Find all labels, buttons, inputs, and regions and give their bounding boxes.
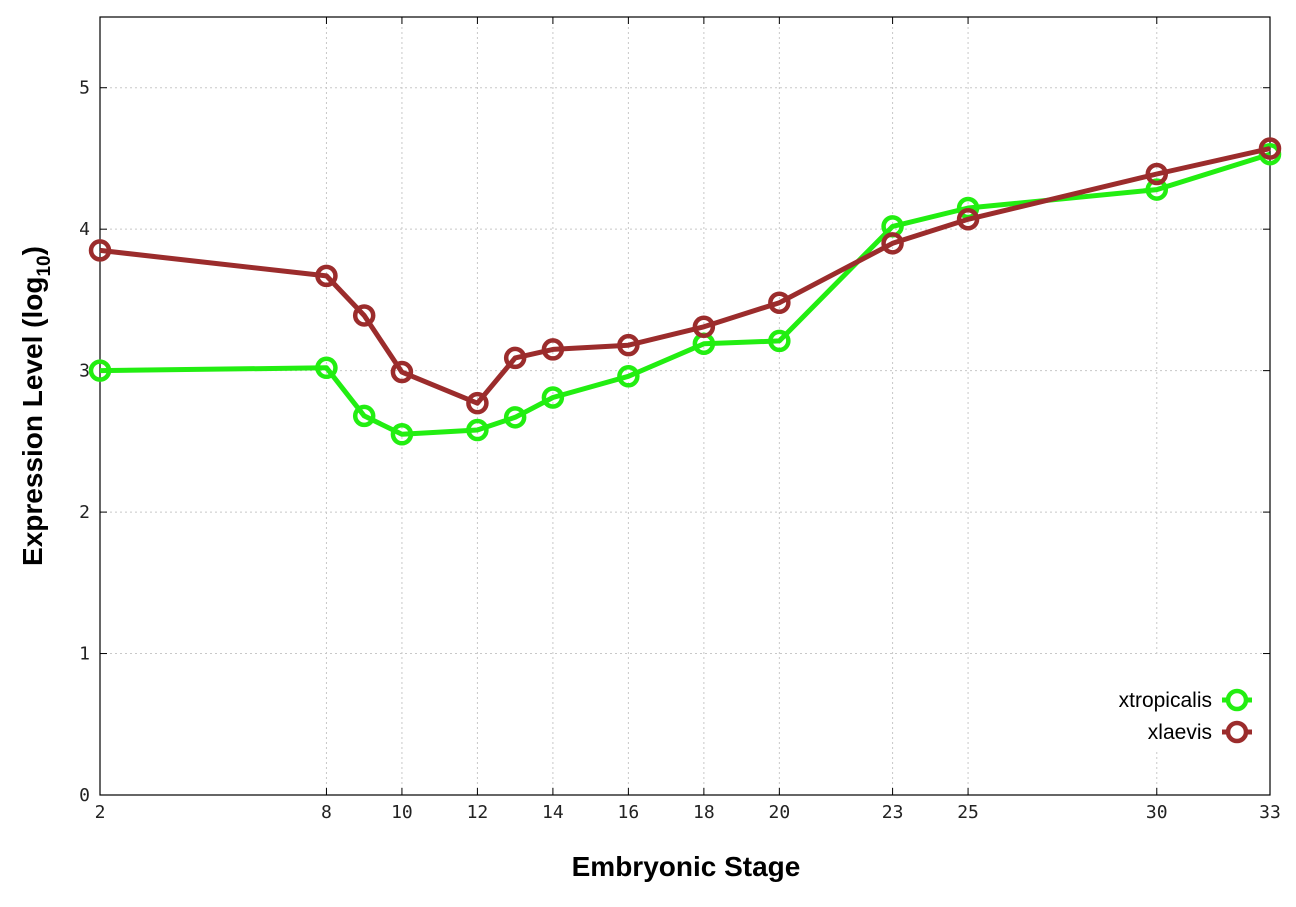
y-axis-title-subscript: 10 [34, 255, 55, 276]
series-xtropicalis [88, 142, 1282, 446]
x-axis-title: Embryonic Stage [572, 851, 801, 882]
y-tick-label: 0 [79, 785, 90, 806]
y-tick-label: 4 [79, 219, 90, 240]
legend-item-xlaevis: xlaevis [1148, 720, 1252, 744]
data-point-xtropicalis [315, 356, 338, 380]
data-point-xtropicalis [541, 386, 565, 409]
data-point-xlaevis [768, 291, 791, 314]
y-tick-label: 3 [79, 361, 90, 382]
data-point-xtropicalis [352, 404, 376, 428]
data-point-xlaevis [503, 346, 527, 370]
data-point-xtropicalis [390, 423, 414, 446]
x-tick-label: 8 [321, 802, 332, 823]
x-tick-label: 18 [693, 802, 715, 823]
data-point-xlaevis [390, 360, 414, 384]
series-layer [88, 137, 1282, 446]
series-xlaevis [88, 137, 1282, 415]
data-point-xtropicalis [503, 406, 527, 429]
data-point-xtropicalis [1145, 178, 1169, 201]
y-tick-label: 1 [79, 644, 90, 665]
data-point-xlaevis [617, 333, 640, 357]
data-point-xlaevis [1258, 137, 1282, 160]
x-tick-label: 12 [467, 802, 489, 823]
x-tick-label: 10 [391, 802, 413, 823]
legend-label: xtropicalis [1119, 689, 1212, 712]
data-point-xlaevis [352, 304, 376, 327]
data-point-xlaevis [1145, 162, 1169, 186]
data-point-xtropicalis [768, 329, 791, 353]
data-point-xlaevis [88, 239, 112, 262]
legend-label: xlaevis [1148, 721, 1212, 744]
data-point-xlaevis [881, 232, 904, 255]
y-axis-title-main: Expression Level (log [17, 277, 48, 566]
series-line-xtropicalis [99, 151, 1271, 437]
x-tick-label: 16 [618, 802, 640, 823]
data-point-xlaevis [466, 391, 489, 415]
x-tick-label: 23 [882, 802, 904, 823]
x-tick-label: 30 [1146, 802, 1168, 823]
x-tick-label: 25 [957, 802, 979, 823]
legend-swatch-marker [1225, 688, 1249, 712]
x-tick-label: 14 [542, 802, 564, 823]
x-tick-label: 20 [769, 802, 791, 823]
y-tick-label: 5 [79, 78, 90, 99]
data-point-xtropicalis [617, 365, 640, 388]
data-point-xtropicalis [466, 418, 489, 442]
y-axis-title: Expression Level (log10) [17, 246, 55, 566]
y-axis-title-close: ) [17, 246, 48, 255]
x-tick-label: 2 [95, 802, 106, 823]
data-point-xtropicalis [88, 359, 112, 382]
y-tick-label: 2 [79, 502, 90, 523]
data-point-xlaevis [315, 264, 338, 288]
legend: xtropicalis xlaevis [1072, 655, 1264, 750]
data-point-xlaevis [956, 208, 980, 231]
x-tick-label: 33 [1259, 802, 1281, 823]
data-point-xlaevis [692, 315, 716, 339]
plot-frame [99, 16, 1271, 796]
legend-item-xtropicalis: xtropicalis [1119, 688, 1252, 712]
data-point-xlaevis [541, 338, 565, 361]
series-line-xlaevis [99, 146, 1271, 406]
legend-swatch-marker [1225, 720, 1249, 744]
